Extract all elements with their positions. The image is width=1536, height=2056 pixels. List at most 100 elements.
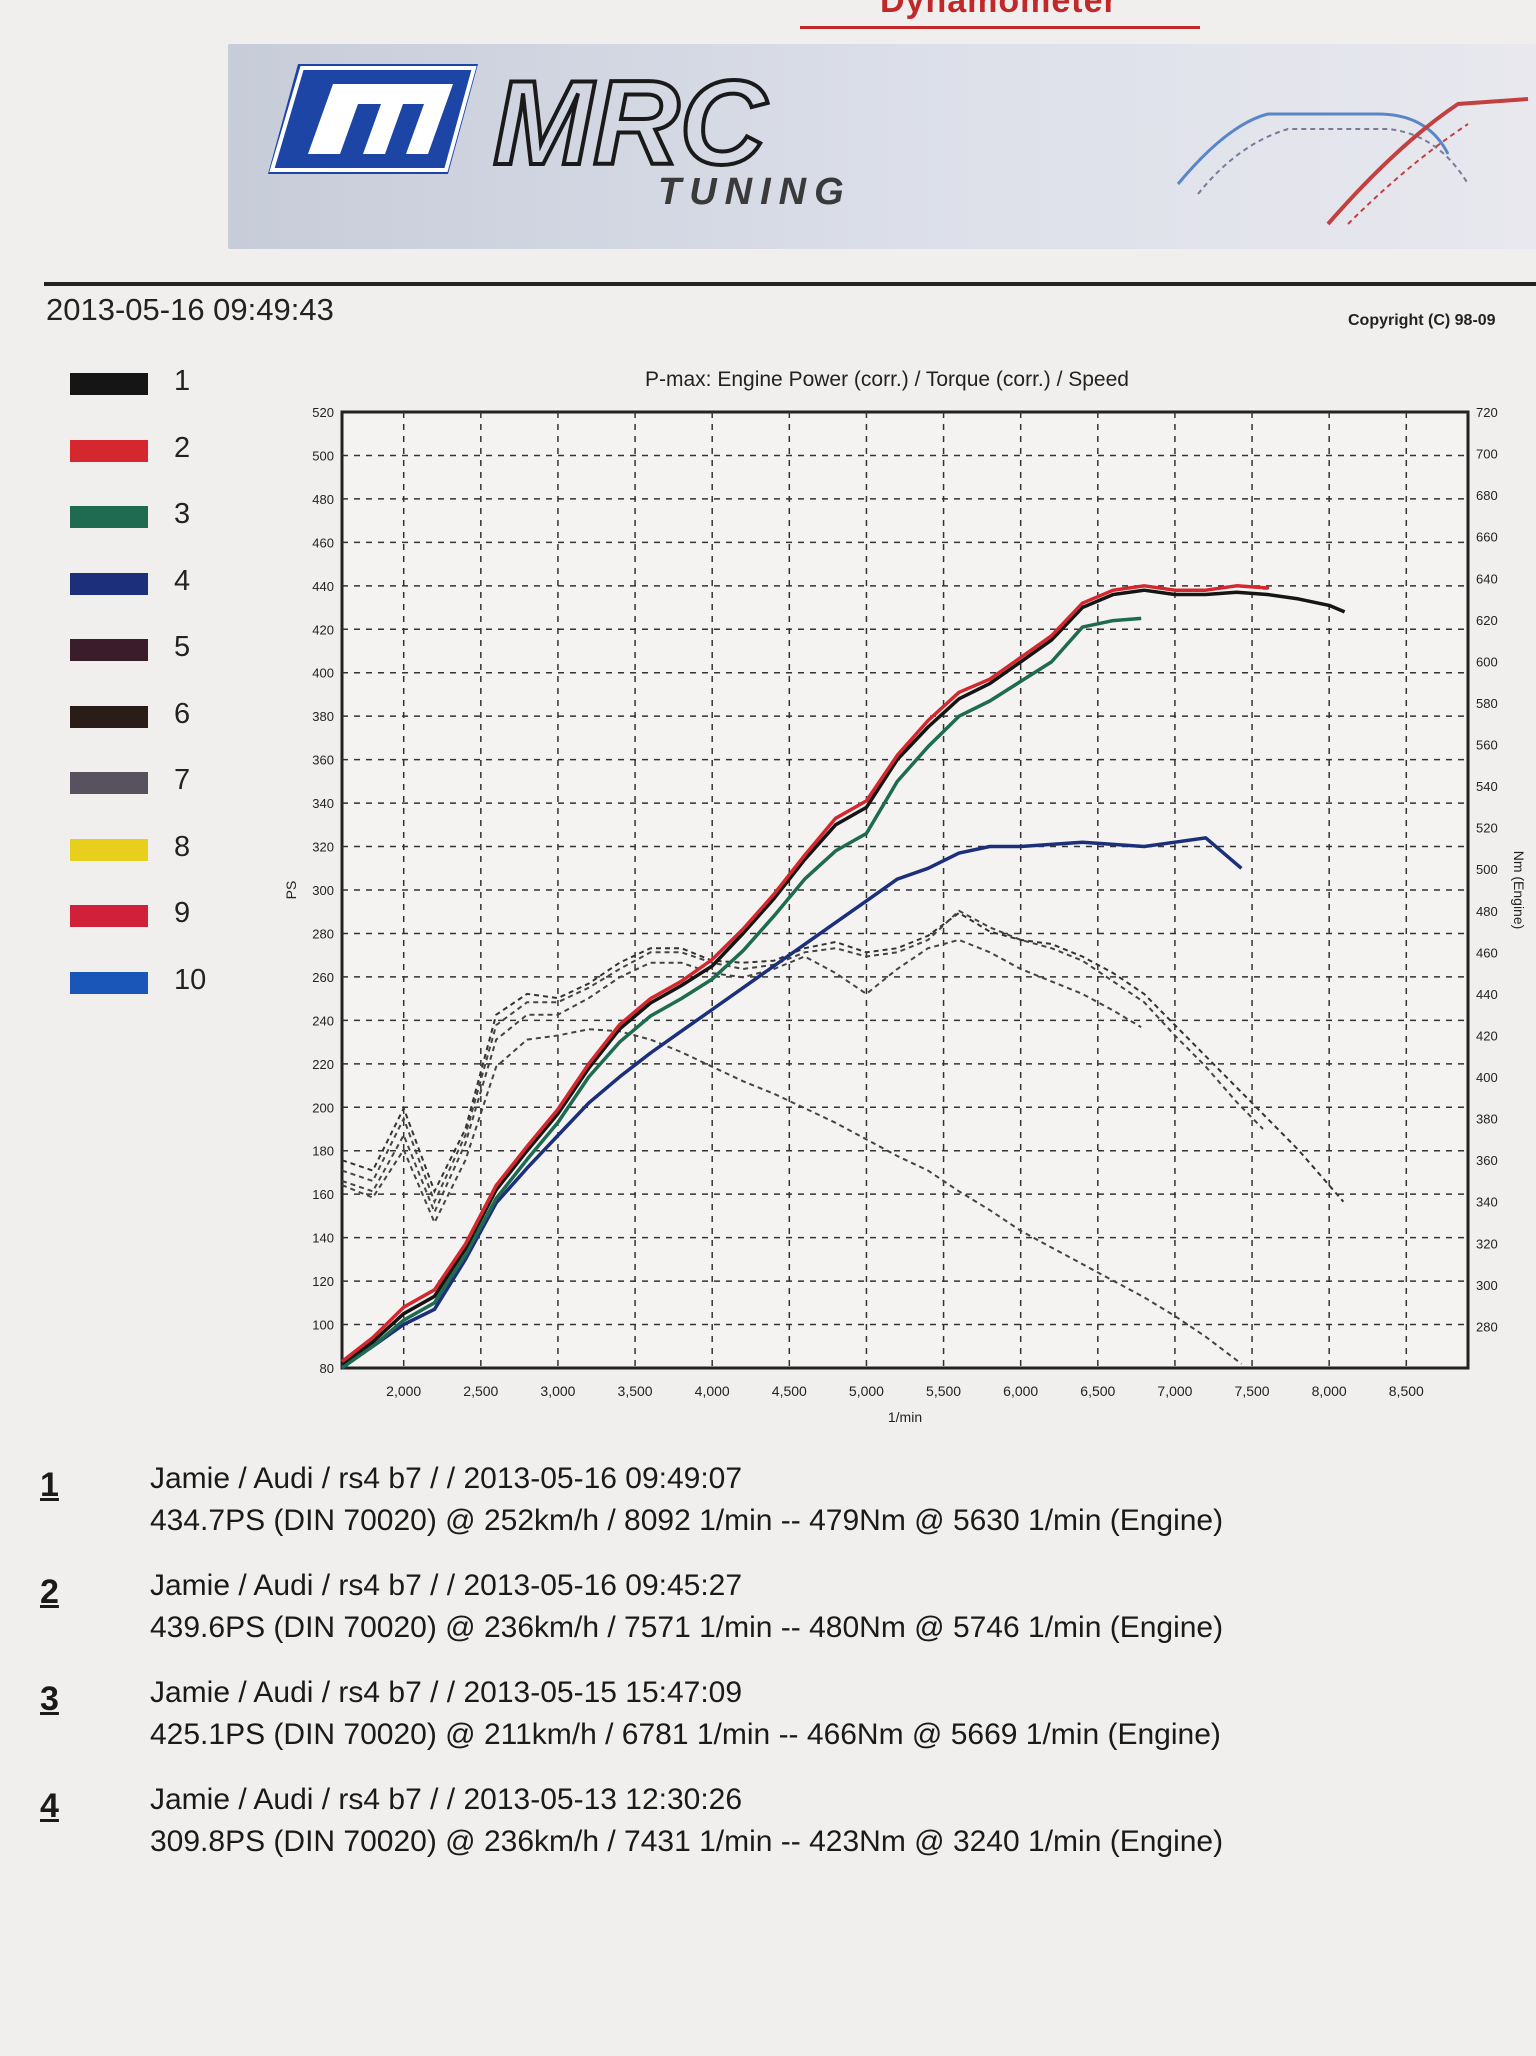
y-left-tick-label: 360	[312, 753, 334, 768]
y-right-tick-label: 600	[1476, 654, 1498, 669]
y-left-tick-label: 320	[312, 840, 334, 855]
run-number: 4	[40, 1787, 59, 1825]
x-tick-label: 2,500	[463, 1383, 498, 1399]
run-entry: 3 Jamie / Audi / rs4 b7 / / 2013-05-15 15…	[40, 1674, 1520, 1774]
run-entry: 1 Jamie / Audi / rs4 b7 / / 2013-05-16 09…	[40, 1460, 1520, 1560]
y-left-tick-label: 480	[312, 492, 334, 507]
legend-swatch	[70, 439, 148, 462]
legend-item: 5	[70, 631, 270, 671]
y-right-tick-label: 440	[1476, 987, 1498, 1002]
run-info: Jamie / Audi / rs4 b7 / / 2013-05-15 15:…	[150, 1676, 743, 1709]
top-title-underline	[800, 26, 1200, 29]
page-top-title: Dynamometer	[880, 0, 1118, 20]
y-right-tick-label: 540	[1476, 779, 1498, 794]
legend-label: 9	[174, 897, 191, 929]
run-info: Jamie / Audi / rs4 b7 / / 2013-05-16 09:…	[150, 1569, 743, 1602]
y-right-tick-label: 320	[1476, 1236, 1498, 1251]
power-line-4	[341, 836, 1243, 1368]
legend-swatch	[70, 373, 148, 395]
legend-swatch	[70, 838, 148, 861]
run-number: 1	[40, 1466, 59, 1504]
y-left-tick-label: 440	[312, 579, 334, 594]
legend-item: 2	[70, 432, 270, 472]
x-tick-label: 7,000	[1157, 1383, 1192, 1399]
legend-label: 10	[174, 963, 207, 996]
x-tick-label: 2,000	[386, 1383, 421, 1399]
legend-label: 6	[174, 697, 191, 730]
legend-swatch	[70, 506, 148, 528]
legend-item: 7	[70, 764, 270, 804]
legend-item: 4	[70, 565, 270, 605]
y-right-tick-label: 520	[1476, 821, 1498, 836]
legend-label: 8	[174, 830, 191, 863]
x-tick-label: 3,000	[540, 1383, 575, 1399]
x-tick-label: 4,500	[772, 1383, 807, 1399]
y-right-tick-label: 420	[1476, 1028, 1498, 1043]
y-right-tick-label: 360	[1476, 1153, 1498, 1168]
x-tick-label: 6,000	[1003, 1383, 1038, 1399]
run-entry: 4 Jamie / Audi / rs4 b7 / / 2013-05-13 12…	[40, 1781, 1520, 1881]
y-left-tick-label: 300	[312, 883, 334, 898]
torque-line-2	[341, 909, 1264, 1205]
chart-title: P-max: Engine Power (corr.) / Torque (co…	[645, 368, 1129, 391]
legend-label: 7	[174, 764, 191, 796]
y-left-tick-label: 420	[312, 622, 334, 637]
legend-label: 1	[174, 365, 191, 397]
run-number: 2	[40, 1573, 59, 1611]
legend-swatch	[70, 705, 148, 728]
y-right-tick-label: 720	[1476, 405, 1498, 420]
y-left-tick-label: 340	[312, 796, 334, 811]
run-result: 425.1PS (DIN 70020) @ 211km/h / 6781 1/m…	[150, 1718, 1221, 1751]
y-left-tick-label: 160	[312, 1187, 334, 1202]
y-right-tick-label: 460	[1476, 945, 1498, 960]
y-right-axis-label: Nm (Engine)	[1511, 851, 1527, 930]
legend-label: 2	[174, 431, 191, 464]
y-right-tick-label: 380	[1476, 1112, 1498, 1127]
x-tick-label: 5,000	[849, 1383, 884, 1399]
legend-label: 3	[174, 498, 191, 530]
y-right-tick-label: 300	[1476, 1278, 1498, 1293]
torque-line-1	[341, 911, 1345, 1203]
y-right-tick-label: 640	[1476, 571, 1498, 586]
legend-label: 5	[174, 631, 191, 663]
brand-banner: MRC TUNING	[228, 44, 1536, 249]
dyno-chart: 80 100 120 140 160 180 200 220 240 260 280 300 320 34…	[283, 405, 1527, 1425]
x-tick-label: 8,000	[1312, 1383, 1347, 1399]
legend-item: 6	[70, 698, 270, 738]
legend-swatch	[70, 639, 148, 661]
copyright-text: Copyright (C) 98-09	[1348, 312, 1496, 329]
y-left-tick-label: 180	[312, 1144, 334, 1159]
logo-text: MRC	[493, 56, 769, 190]
x-tick-label: 3,500	[618, 1383, 653, 1399]
legend-label: 4	[174, 564, 191, 597]
x-tick-label: 6,500	[1080, 1383, 1115, 1399]
y-left-tick-label: 380	[312, 709, 334, 724]
run-result: 439.6PS (DIN 70020) @ 236km/h / 7571 1/m…	[150, 1611, 1224, 1644]
y-right-tick-label: 620	[1476, 613, 1498, 628]
run-info: Jamie / Audi / rs4 b7 / / 2013-05-13 12:…	[150, 1783, 743, 1816]
y-right-tick-label: 580	[1476, 696, 1498, 711]
x-tick-label: 8,500	[1389, 1383, 1424, 1399]
x-tick-label: 7,500	[1235, 1383, 1270, 1399]
run-number: 3	[40, 1680, 59, 1718]
y-right-tick-label: 660	[1476, 530, 1498, 545]
header-rule	[44, 282, 1536, 286]
logo-subtext: TUNING	[658, 171, 852, 213]
y-right-tick-label: 680	[1476, 488, 1498, 503]
y-right-tick-label: 400	[1476, 1070, 1498, 1085]
y-right-tick-label: 560	[1476, 738, 1498, 753]
y-left-axis-label: PS	[283, 881, 299, 900]
y-right-tick-label: 500	[1476, 862, 1498, 877]
run-result: 434.7PS (DIN 70020) @ 252km/h / 8092 1/m…	[150, 1504, 1224, 1537]
y-right-tick-label: 480	[1476, 904, 1498, 919]
y-left-tick-label: 460	[312, 535, 334, 550]
y-left-tick-label: 200	[312, 1100, 334, 1115]
legend-item: 9	[70, 897, 270, 937]
report-timestamp: 2013-05-16 09:49:43	[46, 292, 334, 327]
run-entry: 2 Jamie / Audi / rs4 b7 / / 2013-05-16 09…	[40, 1567, 1520, 1667]
legend-item: 3	[70, 498, 270, 538]
legend-swatch	[70, 772, 148, 794]
y-left-tick-label: 120	[312, 1274, 334, 1289]
legend-item: 10	[70, 964, 270, 1004]
mrc-logo: MRC TUNING	[268, 54, 1529, 226]
